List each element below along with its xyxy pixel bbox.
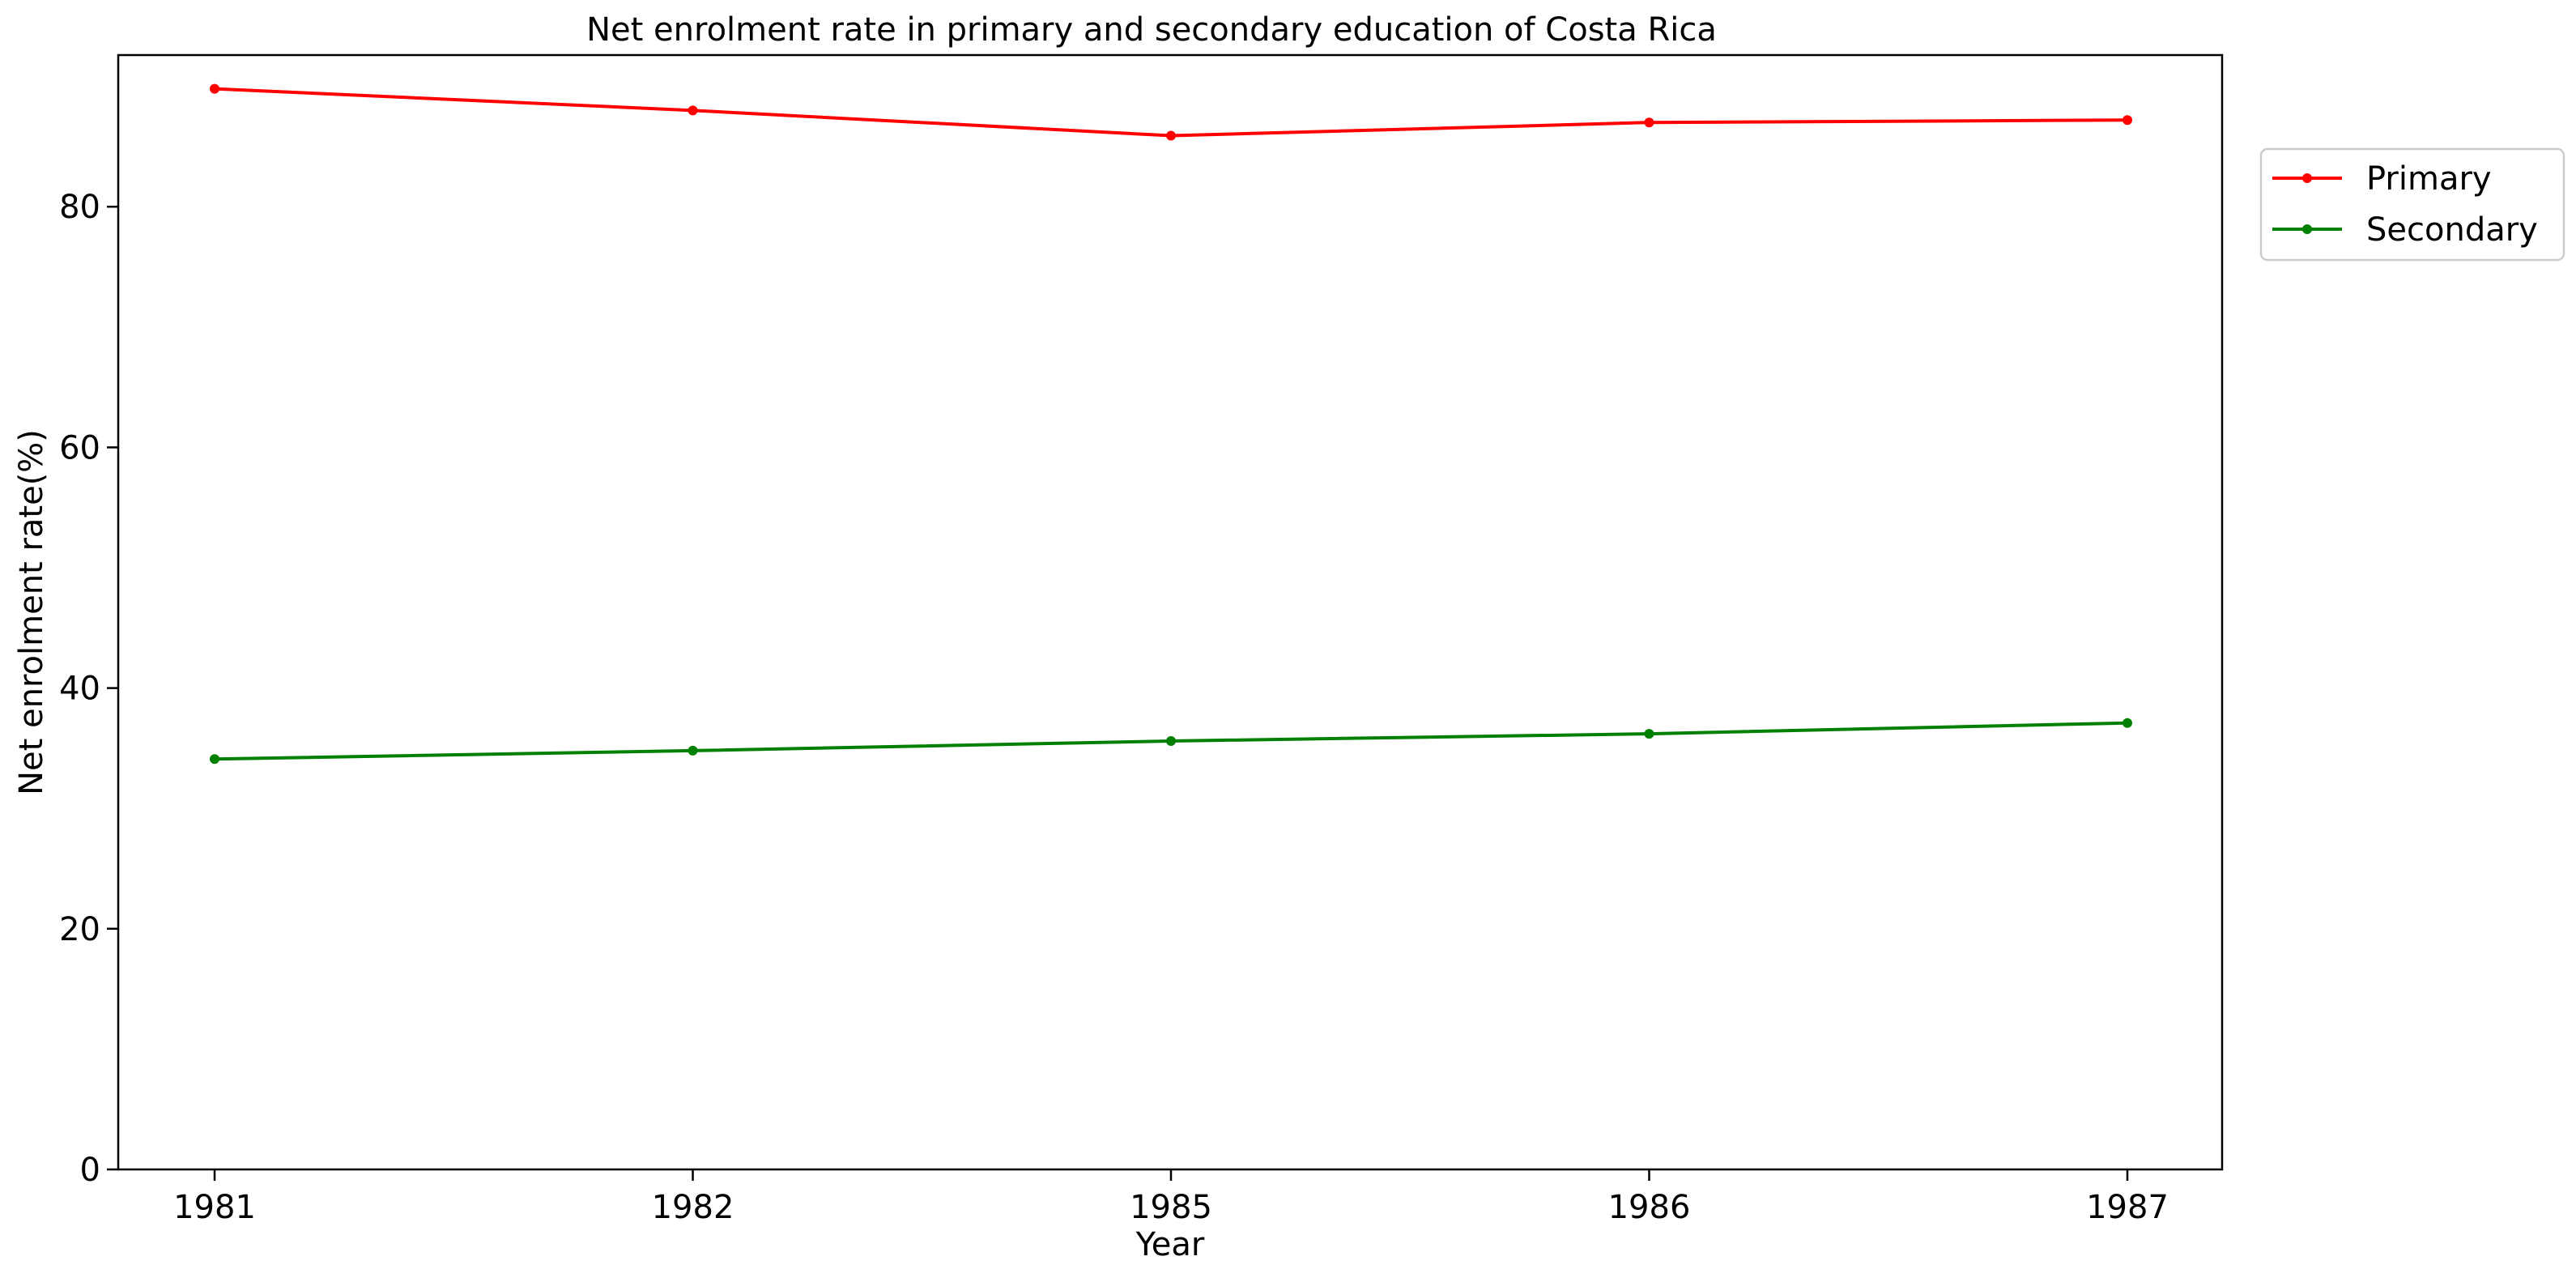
data-point-secondary	[210, 754, 219, 765]
x-tick-label: 1986	[1608, 1189, 1691, 1226]
chart-title: Net enrolment rate in primary and second…	[586, 11, 1717, 49]
x-axis-label: Year	[1135, 1226, 1205, 1263]
y-axis-label: Net enrolment rate(%)	[13, 429, 50, 795]
x-tick-label: 1987	[2086, 1189, 2169, 1226]
data-point-primary	[1166, 130, 1176, 141]
y-tick-label: 60	[59, 429, 100, 466]
legend-marker-secondary	[2302, 224, 2312, 234]
legend: Primary Secondary	[2259, 147, 2565, 262]
data-point-secondary	[2123, 718, 2132, 728]
data-point-primary	[688, 105, 698, 116]
series-layer	[210, 83, 2132, 765]
y-tick-label: 40	[59, 671, 100, 708]
x-tick-label: 1982	[652, 1189, 734, 1226]
data-point-primary	[1644, 117, 1654, 128]
y-tick-label: 80	[59, 189, 100, 226]
x-tick-label: 1981	[173, 1189, 256, 1226]
legend-marker-primary	[2302, 173, 2312, 183]
data-point-secondary	[1166, 735, 1176, 746]
y-tick-label: 0	[80, 1152, 100, 1189]
data-point-primary	[2123, 115, 2132, 126]
data-point-secondary	[688, 745, 698, 756]
plot-area-frame	[117, 53, 2224, 1171]
data-point-secondary	[1644, 729, 1654, 739]
y-tick-label: 20	[59, 911, 100, 948]
x-axis: 1981 1982 1985 1986 1987	[173, 1169, 2169, 1226]
x-tick-label: 1985	[1130, 1189, 1212, 1226]
y-axis: 0 20 40 60 80	[59, 189, 118, 1189]
legend-label-secondary: Secondary	[2366, 211, 2538, 249]
legend-label-primary: Primary	[2366, 160, 2492, 198]
data-point-primary	[210, 83, 219, 94]
